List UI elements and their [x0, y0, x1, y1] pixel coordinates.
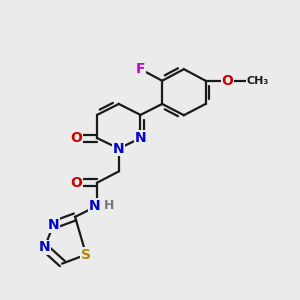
Text: N: N — [89, 199, 100, 213]
Text: O: O — [221, 74, 233, 88]
Text: N: N — [135, 131, 146, 145]
Text: H: H — [104, 199, 114, 212]
Text: O: O — [70, 176, 82, 190]
Text: N: N — [113, 142, 124, 155]
Text: S: S — [81, 248, 91, 262]
Text: F: F — [136, 62, 145, 76]
Text: CH₃: CH₃ — [247, 76, 269, 86]
Text: O: O — [70, 131, 82, 145]
Text: N: N — [39, 241, 50, 254]
Text: N: N — [48, 218, 59, 232]
